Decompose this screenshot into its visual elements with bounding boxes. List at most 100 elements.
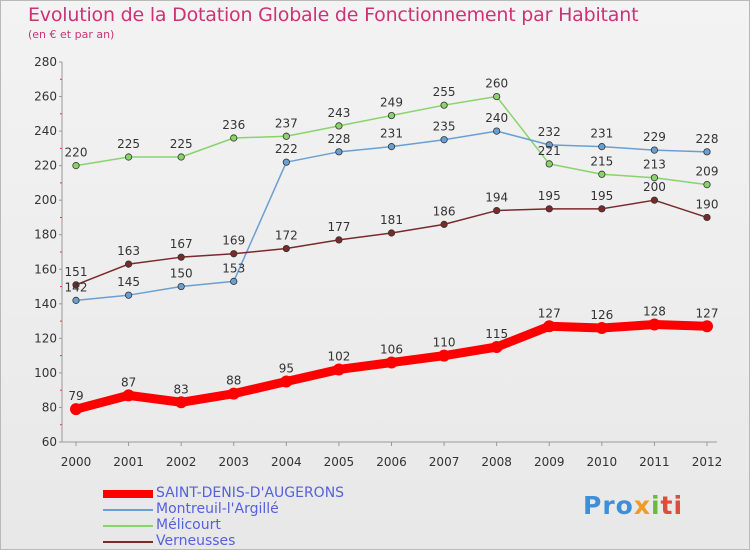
data-point[interactable] — [493, 206, 501, 215]
data-label: 194 — [485, 191, 508, 205]
data-point[interactable] — [701, 320, 713, 333]
data-label: 153 — [222, 261, 245, 275]
data-point[interactable] — [598, 170, 606, 178]
data-point[interactable] — [177, 253, 185, 261]
data-point[interactable] — [598, 205, 606, 213]
data-point[interactable] — [387, 143, 396, 151]
data-point[interactable] — [282, 158, 290, 166]
data-label: 150 — [170, 267, 193, 281]
y-tick-label: 220 — [34, 159, 57, 173]
data-point[interactable] — [543, 320, 556, 333]
data-point[interactable] — [595, 322, 608, 334]
data-point[interactable] — [648, 318, 661, 331]
data-label: 186 — [433, 204, 456, 218]
data-label: 110 — [433, 336, 456, 350]
data-point[interactable] — [177, 282, 185, 291]
y-tick-label: 180 — [34, 228, 57, 242]
data-point[interactable] — [598, 143, 606, 151]
data-label: 249 — [380, 96, 403, 110]
data-point[interactable] — [650, 196, 659, 204]
series-layer — [70, 92, 713, 416]
data-point[interactable] — [124, 153, 133, 161]
data-label: 195 — [590, 189, 613, 203]
proxiti-logo: Proxiti — [583, 491, 684, 520]
data-point[interactable] — [335, 148, 343, 156]
data-point[interactable] — [335, 122, 343, 130]
data-point[interactable] — [282, 244, 290, 253]
data-point[interactable] — [438, 349, 451, 362]
legend-label-melicourt: Mélicourt — [156, 517, 221, 533]
data-label: 215 — [590, 154, 613, 168]
data-point[interactable] — [545, 141, 553, 149]
data-point[interactable] — [280, 375, 293, 388]
data-label: 195 — [538, 189, 561, 203]
x-tick-label: 2004 — [271, 455, 302, 469]
data-point[interactable] — [385, 356, 398, 369]
legend-label-saint-denis: SAINT-DENIS-D'AUGERONS — [156, 485, 345, 501]
data-label: 115 — [485, 327, 508, 341]
x-tick-label: 2003 — [218, 455, 249, 469]
data-point[interactable] — [703, 213, 711, 222]
data-point[interactable] — [72, 281, 80, 289]
y-tick-label: 200 — [34, 193, 57, 207]
data-point[interactable] — [332, 363, 345, 376]
data-point[interactable] — [124, 291, 133, 299]
data-point[interactable] — [490, 341, 503, 353]
data-label: 200 — [643, 180, 666, 194]
data-point[interactable] — [440, 101, 448, 109]
data-label: 231 — [380, 127, 403, 141]
data-point[interactable] — [72, 162, 80, 170]
data-point[interactable] — [387, 111, 396, 120]
x-tick-label: 2007 — [429, 455, 460, 469]
data-point[interactable] — [703, 181, 711, 189]
data-label: 240 — [485, 111, 508, 125]
data-point[interactable] — [230, 250, 238, 258]
y-tick-label: 240 — [34, 124, 57, 138]
data-point[interactable] — [493, 127, 501, 135]
chart-title: Evolution de la Dotation Globale de Fonc… — [28, 4, 639, 26]
data-point[interactable] — [440, 220, 448, 228]
data-point[interactable] — [227, 387, 240, 400]
data-label: 190 — [696, 197, 719, 211]
data-point[interactable] — [72, 296, 80, 304]
legend-label-montreuil: Montreuil-l'Argillé — [156, 501, 279, 517]
data-point[interactable] — [703, 148, 711, 156]
data-label: 145 — [117, 275, 140, 289]
data-point[interactable] — [440, 136, 448, 144]
data-label: 167 — [170, 237, 193, 251]
data-point[interactable] — [282, 132, 290, 140]
data-point[interactable] — [335, 236, 343, 244]
data-point[interactable] — [70, 403, 82, 416]
data-point[interactable] — [545, 160, 553, 168]
data-point[interactable] — [177, 153, 185, 161]
x-tick-label: 2009 — [534, 455, 565, 469]
x-tick-label: 2011 — [639, 455, 670, 469]
data-point[interactable] — [122, 389, 135, 402]
y-tick-label: 100 — [34, 366, 57, 380]
data-point[interactable] — [493, 92, 501, 101]
data-label: 142 — [65, 280, 88, 294]
data-label: 83 — [174, 382, 189, 396]
data-label: 213 — [643, 158, 666, 172]
data-label: 229 — [643, 130, 666, 144]
data-point[interactable] — [545, 205, 553, 213]
data-labels: 79 87 83 88 95 102 106 110 115 127 126 128 127 142 145… — [65, 77, 719, 404]
data-label: 225 — [117, 137, 140, 151]
data-point[interactable] — [175, 396, 188, 409]
data-label: 225 — [170, 137, 193, 151]
data-point[interactable] — [230, 277, 238, 285]
data-label: 255 — [433, 85, 456, 99]
data-point[interactable] — [230, 134, 238, 142]
data-label: 79 — [68, 389, 83, 403]
data-point[interactable] — [387, 229, 396, 237]
axes: 60 80 100 120 140 160 180 200 220 240 260 280 2000 20… — [34, 55, 722, 469]
data-label: 163 — [117, 244, 140, 258]
legend-swatch-verneusses — [103, 541, 153, 543]
data-label: 126 — [590, 308, 613, 322]
data-point[interactable] — [650, 174, 659, 182]
data-label: 128 — [643, 305, 666, 319]
data-point[interactable] — [650, 146, 659, 154]
data-point[interactable] — [124, 260, 133, 268]
